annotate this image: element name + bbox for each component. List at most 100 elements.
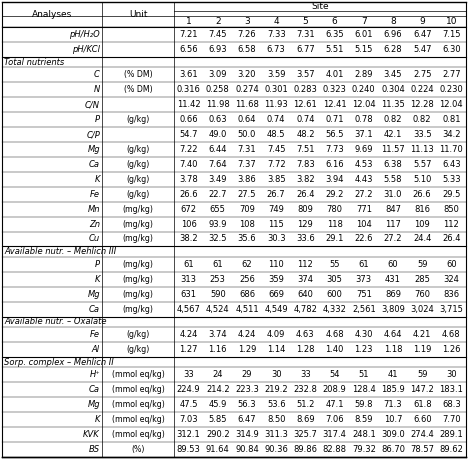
- Text: 38.2: 38.2: [179, 235, 198, 243]
- Text: 6.96: 6.96: [384, 30, 402, 39]
- Text: 89.86: 89.86: [293, 445, 317, 454]
- Text: 12.04: 12.04: [439, 100, 463, 109]
- Text: 110: 110: [268, 260, 284, 269]
- Text: Available nutr. – Mehlich III: Available nutr. – Mehlich III: [4, 247, 116, 256]
- Text: 1: 1: [186, 17, 191, 26]
- Text: 2: 2: [215, 17, 220, 26]
- Text: 2,561: 2,561: [352, 305, 376, 313]
- Text: P: P: [95, 115, 100, 124]
- Text: 104: 104: [356, 219, 372, 229]
- Text: 3.09: 3.09: [209, 70, 227, 79]
- Text: 11.98: 11.98: [206, 100, 230, 109]
- Text: Mn: Mn: [88, 205, 100, 213]
- Text: 7.45: 7.45: [209, 30, 227, 39]
- Text: 47.5: 47.5: [179, 400, 198, 409]
- Text: Ca: Ca: [89, 386, 100, 394]
- Text: 117: 117: [385, 219, 401, 229]
- Text: 61.8: 61.8: [413, 400, 431, 409]
- Text: 816: 816: [414, 205, 430, 213]
- Text: 3,809: 3,809: [381, 305, 405, 313]
- Text: (mmol eq/kg): (mmol eq/kg): [112, 430, 164, 439]
- Text: 0.71: 0.71: [325, 115, 344, 124]
- Text: 48.2: 48.2: [296, 130, 314, 139]
- Text: (g/kg): (g/kg): [126, 190, 150, 199]
- Text: 10: 10: [446, 17, 457, 26]
- Text: 109: 109: [414, 219, 430, 229]
- Text: 4,524: 4,524: [206, 305, 230, 313]
- Text: 9.69: 9.69: [355, 145, 373, 154]
- Text: (mg/kg): (mg/kg): [123, 275, 154, 284]
- Text: 11.57: 11.57: [381, 145, 405, 154]
- Text: 90.84: 90.84: [235, 445, 259, 454]
- Text: 248.1: 248.1: [352, 430, 376, 439]
- Text: 79.32: 79.32: [352, 445, 376, 454]
- Text: 3,024: 3,024: [410, 305, 434, 313]
- Text: 325.7: 325.7: [293, 430, 317, 439]
- Text: 11.93: 11.93: [264, 100, 288, 109]
- Text: 5.85: 5.85: [209, 415, 227, 424]
- Text: 836: 836: [443, 290, 460, 299]
- Text: 7.26: 7.26: [238, 30, 256, 39]
- Text: 1.16: 1.16: [209, 345, 227, 354]
- Text: 59: 59: [417, 260, 427, 269]
- Text: 89.62: 89.62: [439, 445, 463, 454]
- Text: 314.9: 314.9: [235, 430, 259, 439]
- Text: 7.31: 7.31: [296, 30, 314, 39]
- Text: (mg/kg): (mg/kg): [123, 219, 154, 229]
- Text: 12.28: 12.28: [410, 100, 434, 109]
- Text: Mg: Mg: [88, 290, 100, 299]
- Text: 7.64: 7.64: [208, 160, 227, 169]
- Text: 6.77: 6.77: [296, 45, 315, 54]
- Text: 5.51: 5.51: [325, 45, 344, 54]
- Text: K: K: [95, 175, 100, 184]
- Text: H⁺: H⁺: [89, 370, 100, 380]
- Text: 373: 373: [356, 275, 372, 284]
- Text: Fe: Fe: [90, 190, 100, 199]
- Text: 7.15: 7.15: [442, 30, 461, 39]
- Text: 6: 6: [332, 17, 337, 26]
- Text: 27.5: 27.5: [238, 190, 256, 199]
- Text: Site: Site: [311, 2, 329, 11]
- Text: KVK: KVK: [83, 430, 100, 439]
- Text: (mg/kg): (mg/kg): [123, 305, 154, 313]
- Text: 6.56: 6.56: [179, 45, 198, 54]
- Text: 42.1: 42.1: [384, 130, 402, 139]
- Text: 6.60: 6.60: [413, 415, 431, 424]
- Text: 32.5: 32.5: [209, 235, 227, 243]
- Text: 33.5: 33.5: [413, 130, 431, 139]
- Text: (mg/kg): (mg/kg): [123, 205, 154, 213]
- Text: 56.5: 56.5: [325, 130, 344, 139]
- Text: 3.20: 3.20: [238, 70, 256, 79]
- Text: 112: 112: [298, 260, 313, 269]
- Text: 600: 600: [327, 290, 343, 299]
- Text: 6.47: 6.47: [413, 30, 431, 39]
- Text: 6.43: 6.43: [442, 160, 461, 169]
- Text: 3.61: 3.61: [179, 70, 198, 79]
- Text: 12.41: 12.41: [323, 100, 346, 109]
- Text: (g/kg): (g/kg): [126, 345, 150, 354]
- Text: Ca: Ca: [89, 305, 100, 313]
- Text: 27.2: 27.2: [355, 190, 373, 199]
- Text: 0.82: 0.82: [384, 115, 402, 124]
- Text: pH/H₂O: pH/H₂O: [69, 30, 100, 39]
- Text: 26.7: 26.7: [267, 190, 285, 199]
- Text: 51.2: 51.2: [296, 400, 314, 409]
- Text: 5.57: 5.57: [413, 160, 431, 169]
- Text: 8.59: 8.59: [355, 415, 373, 424]
- Text: K: K: [95, 275, 100, 284]
- Text: 590: 590: [210, 290, 226, 299]
- Text: 60: 60: [446, 260, 457, 269]
- Text: 760: 760: [414, 290, 430, 299]
- Text: 22.6: 22.6: [355, 235, 373, 243]
- Text: 431: 431: [385, 275, 401, 284]
- Text: 4.68: 4.68: [325, 330, 344, 339]
- Text: 12.61: 12.61: [293, 100, 317, 109]
- Text: 289.1: 289.1: [439, 430, 463, 439]
- Text: 61: 61: [183, 260, 194, 269]
- Text: 26.4: 26.4: [442, 235, 461, 243]
- Text: 7.72: 7.72: [267, 160, 285, 169]
- Text: 26.6: 26.6: [413, 190, 431, 199]
- Text: 24: 24: [212, 370, 223, 380]
- Text: 253: 253: [210, 275, 226, 284]
- Text: (g/kg): (g/kg): [126, 160, 150, 169]
